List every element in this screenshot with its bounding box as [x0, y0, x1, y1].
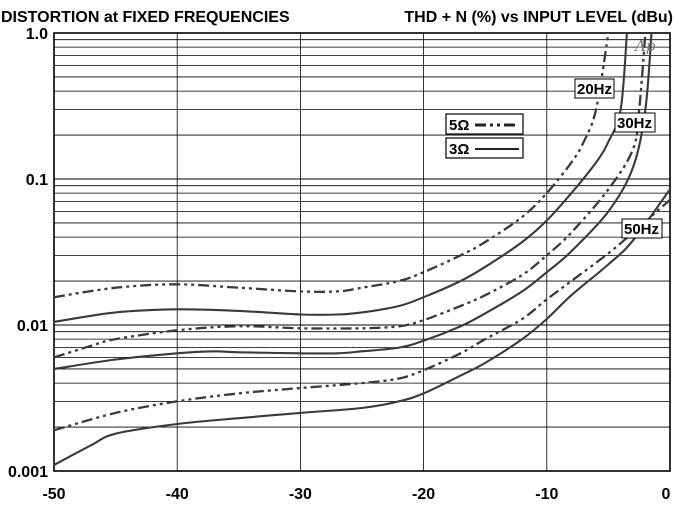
legend-entry-5ohm: 5Ω — [445, 113, 524, 135]
y-tick-label: 1.0 — [26, 26, 48, 43]
watermark-logo: Ap — [633, 37, 656, 55]
x-tick-label: -10 — [535, 486, 558, 503]
annotation-20hz: 20Hz — [574, 78, 615, 99]
curves — [53, 32, 671, 466]
series-line-30hz-5ohm — [53, 32, 647, 359]
tick-labels: -50 -40 -30 -20 -10 0 0.001 0.01 0.1 1.0 — [8, 26, 671, 503]
legend-label-5ohm: 5Ω — [449, 117, 469, 134]
chart-title: DISTORTION at FIXED FREQUENCIES — [1, 9, 290, 26]
plot-frame — [53, 32, 671, 472]
series-line-20hz-5ohm — [53, 32, 610, 299]
series-line-50hz-3ohm — [53, 188, 671, 466]
x-tick-label: -30 — [289, 486, 312, 503]
y-tick-label: 0.001 — [8, 464, 48, 481]
series-line-30hz-3ohm — [53, 32, 653, 371]
annotation-50hz: 50Hz — [621, 218, 663, 239]
annotation-50hz-label: 50Hz — [624, 221, 659, 238]
series-line-20hz-3ohm — [53, 32, 628, 323]
legend-entry-3ohm: 3Ω — [445, 137, 524, 159]
grid — [53, 33, 671, 472]
x-tick-label: -50 — [42, 486, 65, 503]
series-line-50hz-5ohm — [53, 198, 671, 432]
legend: 5Ω 3Ω — [445, 113, 524, 159]
chart-subtitle: THD + N (%) vs INPUT LEVEL (dBu) — [404, 9, 673, 26]
y-tick-label: 0.1 — [26, 172, 48, 189]
annotation-30hz: 30Hz — [614, 112, 656, 133]
y-tick-label: 0.01 — [17, 318, 48, 335]
x-tick-label: 0 — [662, 486, 671, 503]
annotation-30hz-label: 30Hz — [617, 115, 652, 132]
legend-label-3ohm: 3Ω — [449, 141, 469, 158]
x-tick-label: -20 — [412, 486, 435, 503]
x-tick-label: -40 — [166, 486, 189, 503]
annotation-20hz-label: 20Hz — [577, 81, 612, 98]
